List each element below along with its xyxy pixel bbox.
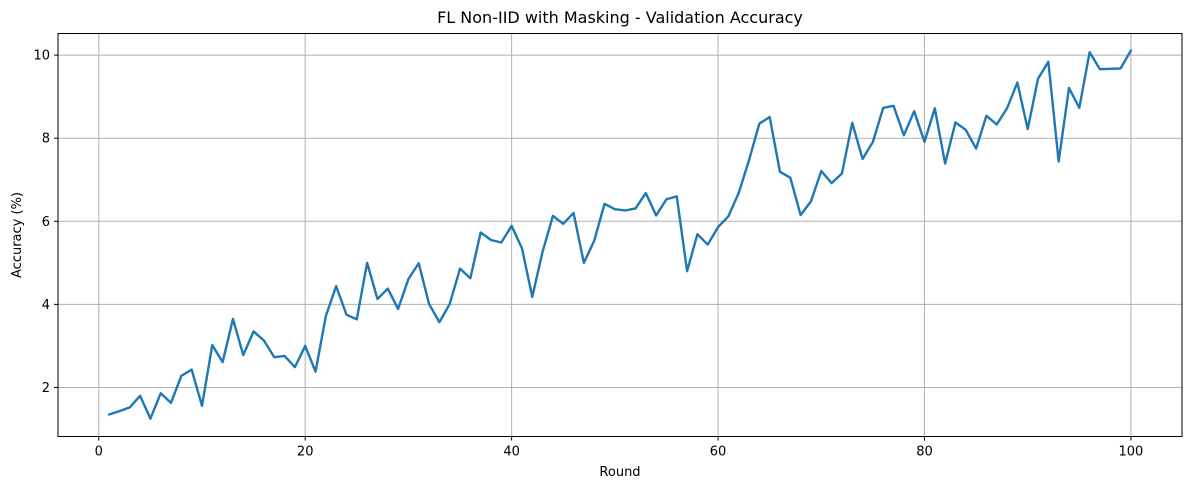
- axis-ticks: 0 20 40 60 80 100 2 4 6 8 10: [33, 49, 1143, 460]
- x-tick-label: 60: [710, 445, 727, 460]
- plot-frame: [57, 33, 1183, 437]
- grid: [58, 33, 1182, 437]
- x-tick-label: 20: [297, 445, 314, 460]
- chart-title: FL Non-IID with Masking - Validation Acc…: [437, 8, 803, 27]
- series-layer: [107, 49, 1133, 420]
- y-tick-label: 8: [42, 132, 50, 147]
- x-tick-label: 80: [916, 445, 933, 460]
- y-tick-label: 10: [33, 49, 50, 64]
- y-tick-label: 4: [42, 298, 50, 313]
- y-axis-label: Accuracy (%): [10, 192, 25, 278]
- x-tick-label: 0: [95, 445, 103, 460]
- x-axis-label: Round: [599, 465, 640, 480]
- x-tick-label: 40: [503, 445, 520, 460]
- y-tick-label: 6: [42, 215, 50, 230]
- y-tick-label: 2: [42, 381, 50, 396]
- x-tick-label: 100: [1118, 445, 1143, 460]
- accuracy-series-line: [107, 49, 1133, 420]
